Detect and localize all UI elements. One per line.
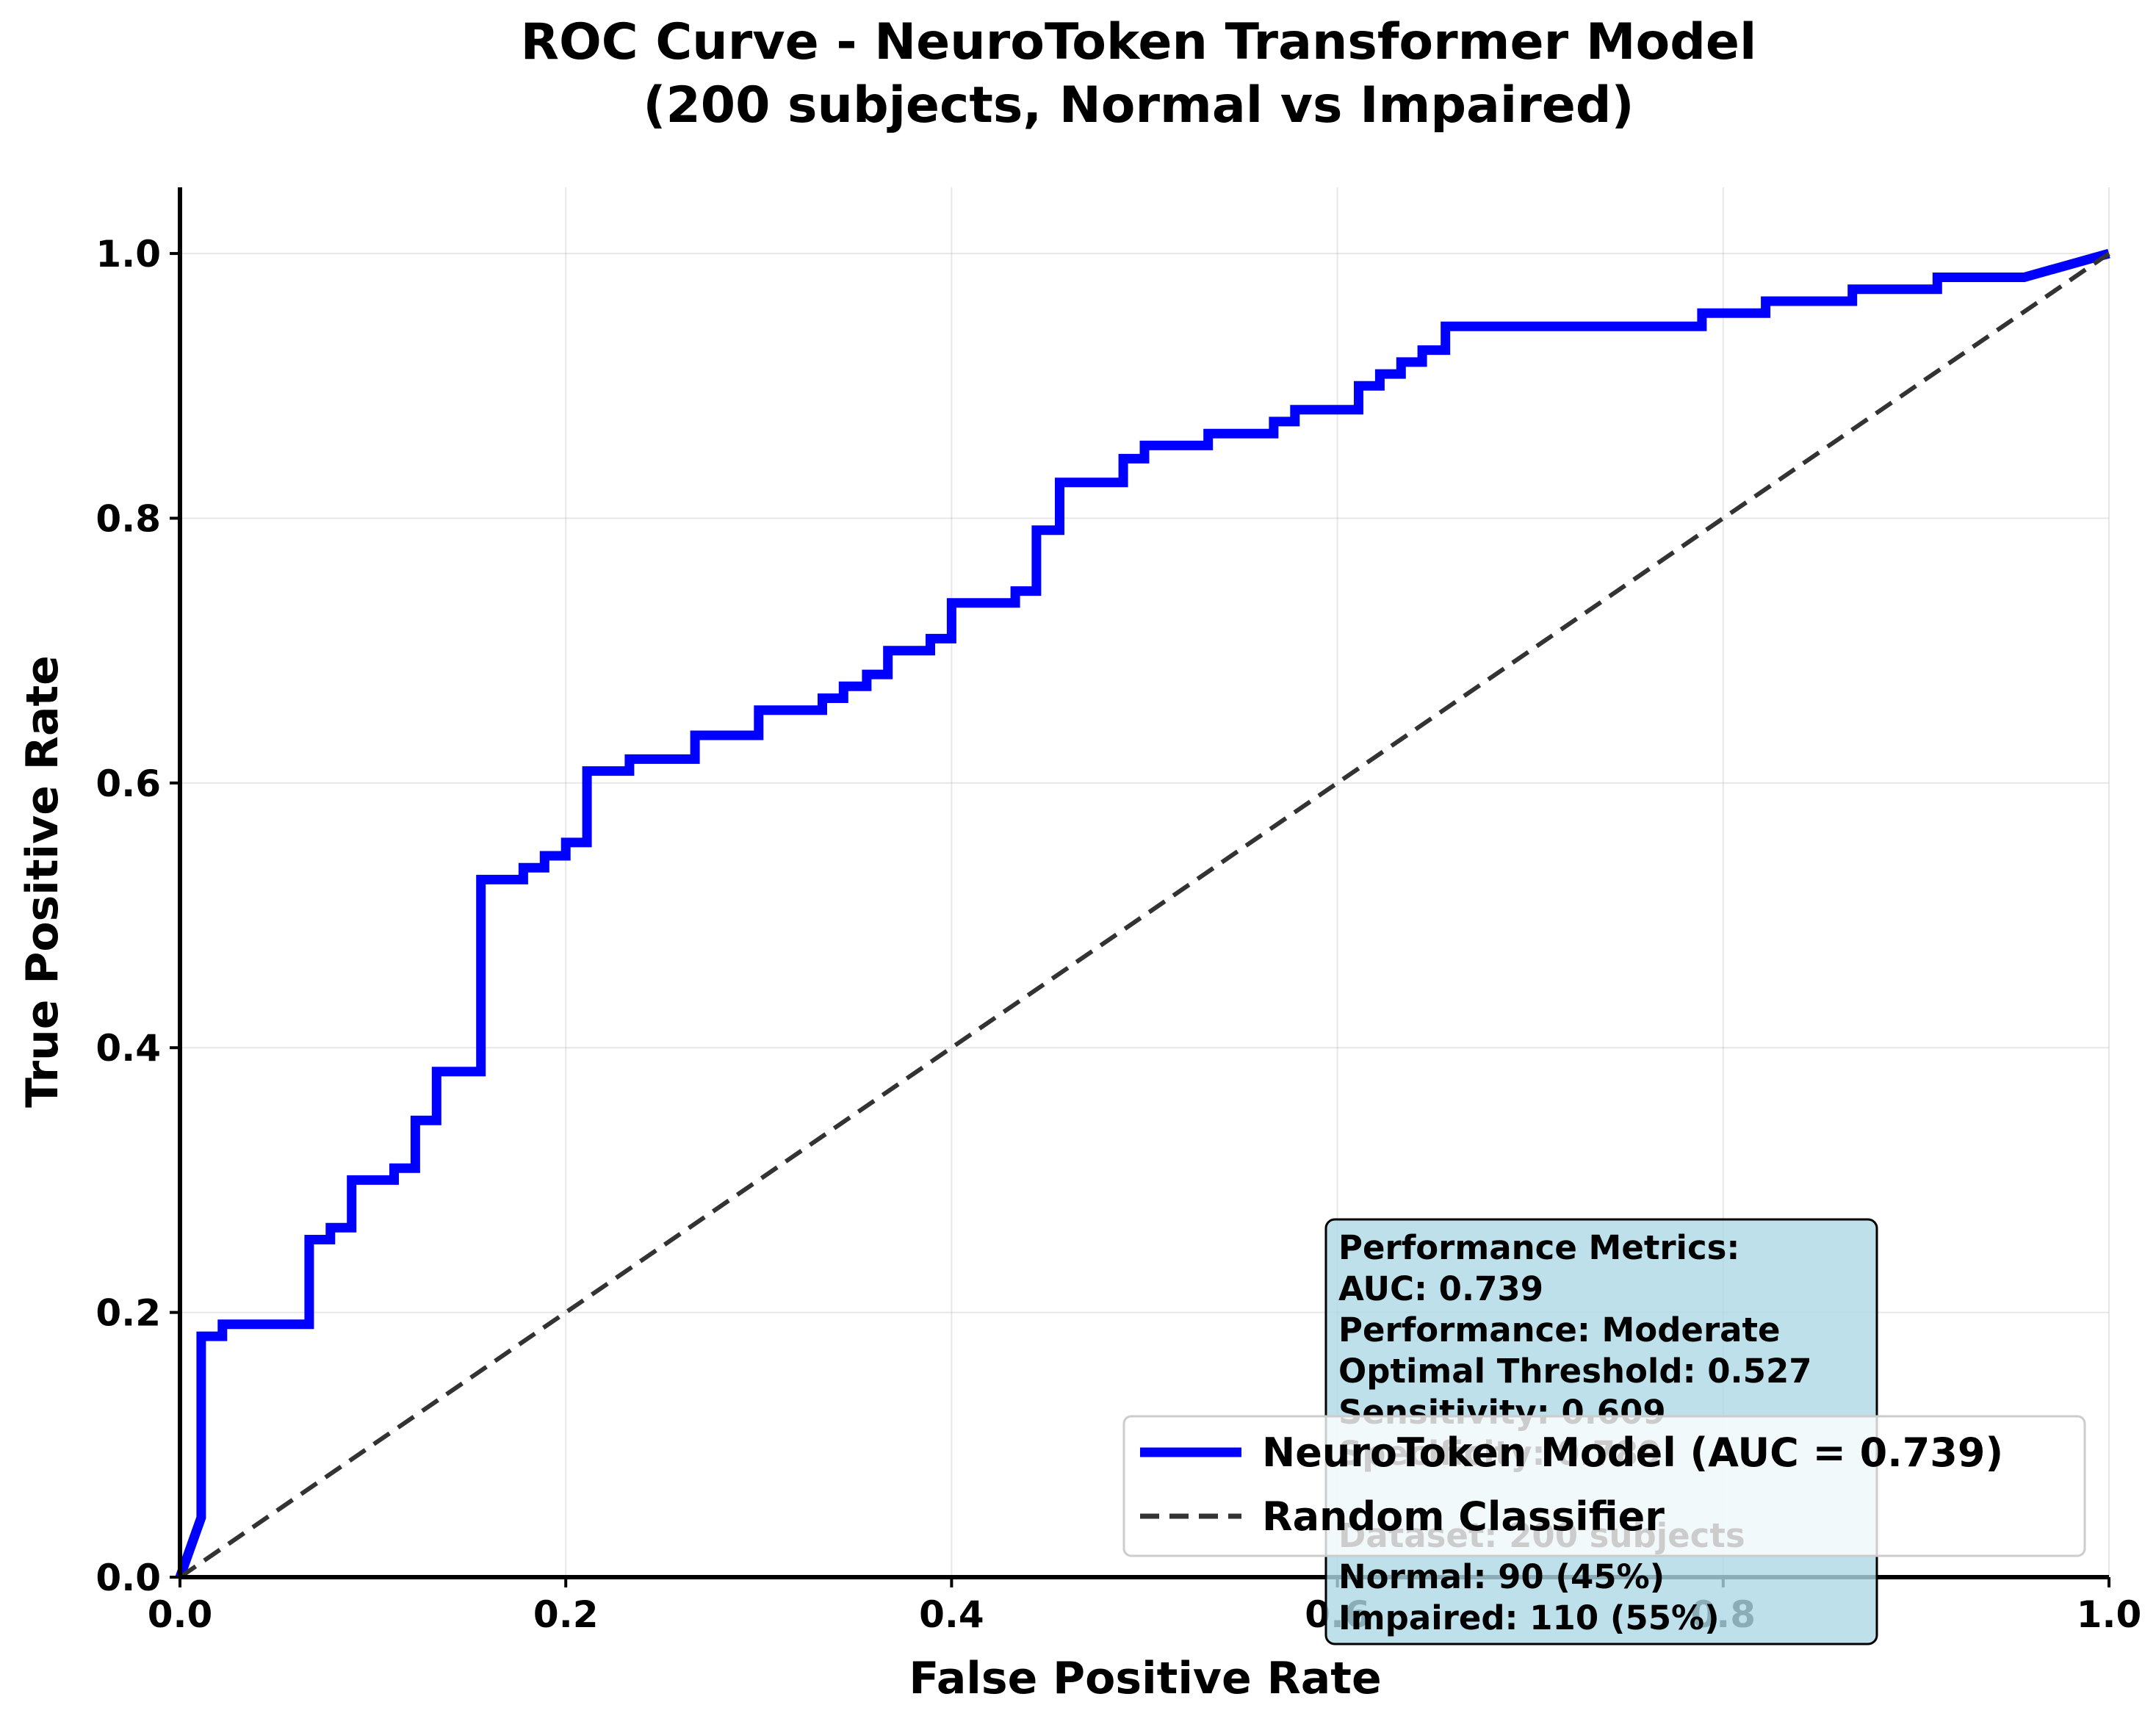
y-axis-label: True Positive Rate	[17, 655, 68, 1108]
metrics-line: AUC: 0.739	[1338, 1269, 1543, 1308]
legend-label-random: Random Classifier	[1262, 1493, 1665, 1540]
grid	[179, 187, 2110, 1578]
y-tick-label: 0.2	[95, 1292, 161, 1335]
roc-curve-neurotoken	[175, 248, 2110, 1579]
legend: NeuroToken Model (AUC = 0.739) Random Cl…	[1122, 1415, 2086, 1557]
legend-frame	[1122, 1415, 2086, 1557]
metrics-line: Performance: Moderate	[1338, 1311, 1781, 1349]
y-tick-label: 1.0	[95, 233, 161, 275]
y-tick-label: 0.8	[95, 497, 161, 540]
series-layer	[175, 248, 2110, 1579]
y-tick-label: 0.0	[95, 1557, 161, 1599]
x-tick-label: 0.2	[533, 1593, 599, 1636]
chart-title-line1: ROC Curve - NeuroToken Transformer Model	[521, 13, 1757, 71]
metrics-line: Impaired: 110 (55%)	[1338, 1598, 1720, 1637]
legend-label-neurotoken: NeuroToken Model (AUC = 0.739)	[1262, 1430, 2003, 1476]
x-tick-label: 0.0	[148, 1593, 213, 1636]
y-tick-label: 0.6	[95, 763, 161, 805]
chart-title-line2: (200 subjects, Normal vs Impaired)	[643, 76, 1634, 134]
metrics-line: Optimal Threshold: 0.527	[1338, 1352, 1812, 1391]
metrics-line: Normal: 90 (45%)	[1338, 1557, 1665, 1596]
y-tick-label: 0.4	[95, 1027, 161, 1070]
x-tick-label: 0.4	[919, 1593, 984, 1636]
metrics-line: Performance Metrics:	[1338, 1228, 1739, 1267]
x-tick-label: 1.0	[2077, 1593, 2142, 1636]
random-classifier-line	[179, 251, 2110, 1579]
x-axis-label: False Positive Rate	[909, 1653, 1381, 1704]
